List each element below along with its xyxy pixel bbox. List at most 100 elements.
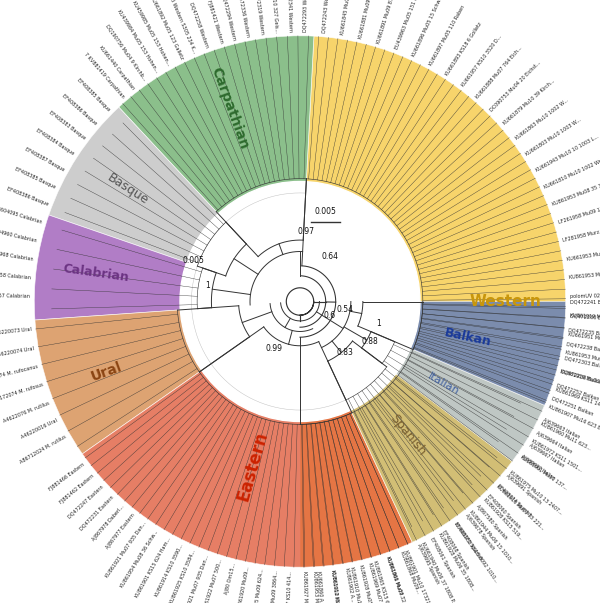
Text: Eastern: Eastern — [234, 429, 271, 504]
Text: KU861961 Mu07 T2...: KU861961 Mu07 T2... — [386, 556, 407, 603]
Text: AJ867978 Daberl...: AJ867978 Daberl... — [91, 504, 125, 541]
Text: KU861960 Mu11 623...: KU861960 Mu11 623... — [539, 422, 592, 452]
Text: EE604958 Calabrian: EE604958 Calabrian — [0, 271, 31, 280]
Text: LF261958 Mu09 154 ...: LF261958 Mu09 154 ... — [557, 204, 600, 225]
Text: Ural: Ural — [89, 360, 124, 384]
Text: KU861907 Mu16 623 803...: KU861907 Mu16 623 803... — [548, 405, 600, 435]
Text: KU861901 KS15 624 Ham...: KU861901 KS15 624 Ham... — [134, 537, 171, 598]
Text: 0.005: 0.005 — [182, 256, 204, 265]
Text: KU861919 Mu07 91 Cul...: KU861919 Mu07 91 Cul... — [569, 313, 600, 321]
Text: FJ881462 Eastern: FJ881462 Eastern — [58, 473, 95, 505]
Text: KU661860 A...: KU661860 A... — [316, 570, 324, 603]
Text: KU661890 Mu10 327 Geis...: KU661890 Mu10 327 Geis... — [268, 0, 279, 33]
Text: HE604968 Calabrian: HE604968 Calabrian — [0, 249, 34, 262]
Text: KU861953 Mu08 35 Schu...: KU861953 Mu08 35 Schu... — [569, 270, 600, 280]
Text: KU861901 Mu10 17321...: KU861901 Mu10 17321... — [403, 549, 432, 603]
Text: KU861969 Mu07 12 Culm...: KU861969 Mu07 12 Culm... — [367, 561, 389, 603]
Text: HE604960 Calabrian: HE604960 Calabrian — [0, 227, 37, 243]
Text: Calabrian: Calabrian — [62, 262, 130, 284]
Text: KU861972 KS11 1501...: KU861972 KS11 1501... — [530, 438, 583, 473]
Text: 0.005: 0.005 — [315, 207, 337, 216]
Text: AJ639664 Italian: AJ639664 Italian — [535, 430, 572, 454]
Circle shape — [180, 182, 420, 421]
Text: KU861921 Mu07 935 Dan...: KU861921 Mu07 935 Dan... — [104, 521, 147, 579]
Text: Carpathian: Carpathian — [208, 65, 251, 151]
Wedge shape — [82, 302, 412, 567]
Text: 0.64: 0.64 — [321, 251, 338, 260]
Text: polomUV 029 Mul...: polomUV 029 Mul... — [570, 294, 600, 299]
Text: KU661803 Mu10 1003 W...: KU661803 Mu10 1003 W... — [525, 117, 582, 157]
Text: EE604957 Calabrian: EE604957 Calabrian — [0, 294, 30, 299]
Text: KU661863 Mu10 1002 W...: KU661863 Mu10 1002 W... — [514, 98, 569, 141]
Text: KU861944 Mu06 15 1010...: KU861944 Mu06 15 1010... — [468, 510, 514, 564]
Text: A46220074 Ural: A46220074 Ural — [0, 346, 35, 358]
Text: KU861901 Mu11 137...: KU861901 Mu11 137... — [520, 454, 568, 490]
Text: AJ80 Om15...: AJ80 Om15... — [224, 563, 237, 595]
Text: KU861927 KS10 414...: KU861927 KS10 414... — [286, 571, 293, 603]
Text: KU861919 Mu10 12321 Cul...: KU861919 Mu10 12321 Cul... — [560, 369, 600, 392]
Text: KU861914 KS10 3590...: KU861914 KS10 3590... — [154, 543, 184, 597]
Text: KU861925 KS10 3584...: KU861925 KS10 3584... — [170, 549, 197, 603]
Text: AJ867977 Eastern: AJ867977 Eastern — [105, 513, 136, 551]
Text: A4622076 M. rutilus: A4622076 M. rutilus — [3, 400, 50, 423]
Text: DQ472247 Eastern: DQ472247 Eastern — [67, 484, 104, 519]
Text: 0.88: 0.88 — [361, 336, 378, 346]
Text: EF408075 Spanish: EF408075 Spanish — [453, 521, 483, 561]
Text: KU861953 Mu-de 35 Sch...: KU861953 Mu-de 35 Sch... — [311, 571, 320, 603]
Text: HE604095 Calabrian: HE604095 Calabrian — [0, 206, 43, 225]
Text: 7 KV881419 Carpathian: 7 KV881419 Carpathian — [83, 52, 125, 99]
Text: KU861910 Mu11 1325 G...: KU861910 Mu11 1325 G... — [349, 566, 366, 603]
Text: EF408384 Basque: EF408384 Basque — [35, 128, 75, 157]
Text: KU661897 Mu05 110 Raben: KU661897 Mu05 110 Raben — [429, 4, 466, 66]
Text: DQ472238 Balkan: DQ472238 Balkan — [566, 341, 600, 353]
Text: KU861902 A...: KU861902 A... — [344, 567, 355, 602]
Text: KU861905 Mu09 624...: KU861905 Mu09 624... — [252, 569, 265, 603]
Wedge shape — [35, 302, 300, 454]
Text: KU861927 Mu03 1...: KU861927 Mu03 1... — [302, 572, 308, 603]
Text: DQ472230 Balkan: DQ472230 Balkan — [560, 369, 600, 385]
Text: DQ472319 Western: DQ472319 Western — [253, 0, 265, 34]
Text: AJ639678 Spanish: AJ639678 Spanish — [464, 513, 496, 551]
Text: A46220073 Ural: A46220073 Ural — [0, 327, 32, 336]
Text: KU661951 Mu07 16 Culmb...: KU661951 Mu07 16 Culmb... — [568, 332, 600, 346]
Text: KU861975 Mu10 13 2407...: KU861975 Mu10 13 2407... — [508, 470, 563, 516]
Text: DQ472293 Western: DQ472293 Western — [302, 0, 308, 31]
Text: EU439963 Mu05 151 Frey...: EU439963 Mu05 151 Frey... — [394, 0, 423, 50]
Text: DQ472235 Balkan: DQ472235 Balkan — [568, 327, 600, 337]
Text: KU661896 Mu05 15 Schwen...: KU661896 Mu05 15 Schwen... — [412, 0, 447, 58]
Text: AJ639667 Italian: AJ639667 Italian — [527, 443, 565, 468]
Wedge shape — [49, 107, 300, 302]
Text: KU861868 Mu09...: KU861868 Mu09... — [399, 551, 420, 595]
Text: KU661845 Mu09 1019 Werm...: KU661845 Mu09 1019 Werm... — [340, 0, 356, 35]
Text: EF408386 Basque: EF408386 Basque — [6, 186, 49, 207]
Text: KU861866 Mu09...: KU861866 Mu09... — [386, 556, 405, 600]
Text: EF408060 Spanish: EF408060 Spanish — [486, 494, 521, 530]
Wedge shape — [300, 302, 512, 542]
Text: DQ190756 Mu04 9 Kirchb...: DQ190756 Mu04 9 Kirchb... — [104, 24, 147, 82]
Wedge shape — [34, 215, 300, 320]
Text: LF281958 Murz...: LF281958 Murz... — [563, 229, 600, 243]
Text: KU661940 Mu06 37 1808 P...: KU661940 Mu06 37 1808 P... — [421, 541, 457, 603]
Text: KU861953 Mu06 38...: KU861953 Mu06 38... — [565, 350, 600, 365]
Text: KU661910 Mu10 13 221...: KU661910 Mu10 13 221... — [496, 484, 545, 531]
Text: A46220016 Ural: A46220016 Ural — [20, 418, 58, 440]
Text: DQ472258 Western: DQ472258 Western — [189, 2, 210, 49]
Text: KU861865 KS15 624...: KU861865 KS15 624... — [372, 560, 392, 603]
Text: EF408385 Basque: EF408385 Basque — [76, 78, 111, 112]
Text: DQ472230 Balkan: DQ472230 Balkan — [569, 313, 600, 320]
Text: KU861969 KS11 14401...: KU861969 KS11 14401... — [554, 387, 600, 412]
Text: DQ472243 Western: DQ472243 Western — [321, 0, 330, 33]
Text: KU861912 KS15 6...: KU861912 KS15 6... — [331, 569, 341, 603]
Text: 1: 1 — [205, 281, 210, 290]
Text: EF408385 Basque: EF408385 Basque — [14, 166, 56, 190]
Text: AJ639695 Spanish: AJ639695 Spanish — [416, 543, 440, 585]
Text: KU661953 Mu09 33 Cul...: KU661953 Mu09 33 Cul... — [566, 247, 600, 262]
Text: KU439984 Mu05 153 Hohen...: KU439984 Mu05 153 Hohen... — [116, 9, 159, 74]
Text: KU861954 Mu08 36 Schw...: KU861954 Mu08 36 Schw... — [119, 529, 159, 588]
Text: AB67172074 M. rufosus: AB67172074 M. rufosus — [0, 382, 44, 405]
Text: AJ639691 Spanish: AJ639691 Spanish — [505, 473, 542, 505]
Text: DQ472251 Balkan: DQ472251 Balkan — [551, 396, 595, 417]
Text: KU861908 Mu09 3864...: KU861908 Mu09 3864... — [269, 570, 279, 603]
Text: DQ472231 Eastern: DQ472231 Eastern — [79, 494, 114, 531]
Text: A86712024 M. rutilus: A86712024 M. rutilus — [19, 434, 67, 465]
